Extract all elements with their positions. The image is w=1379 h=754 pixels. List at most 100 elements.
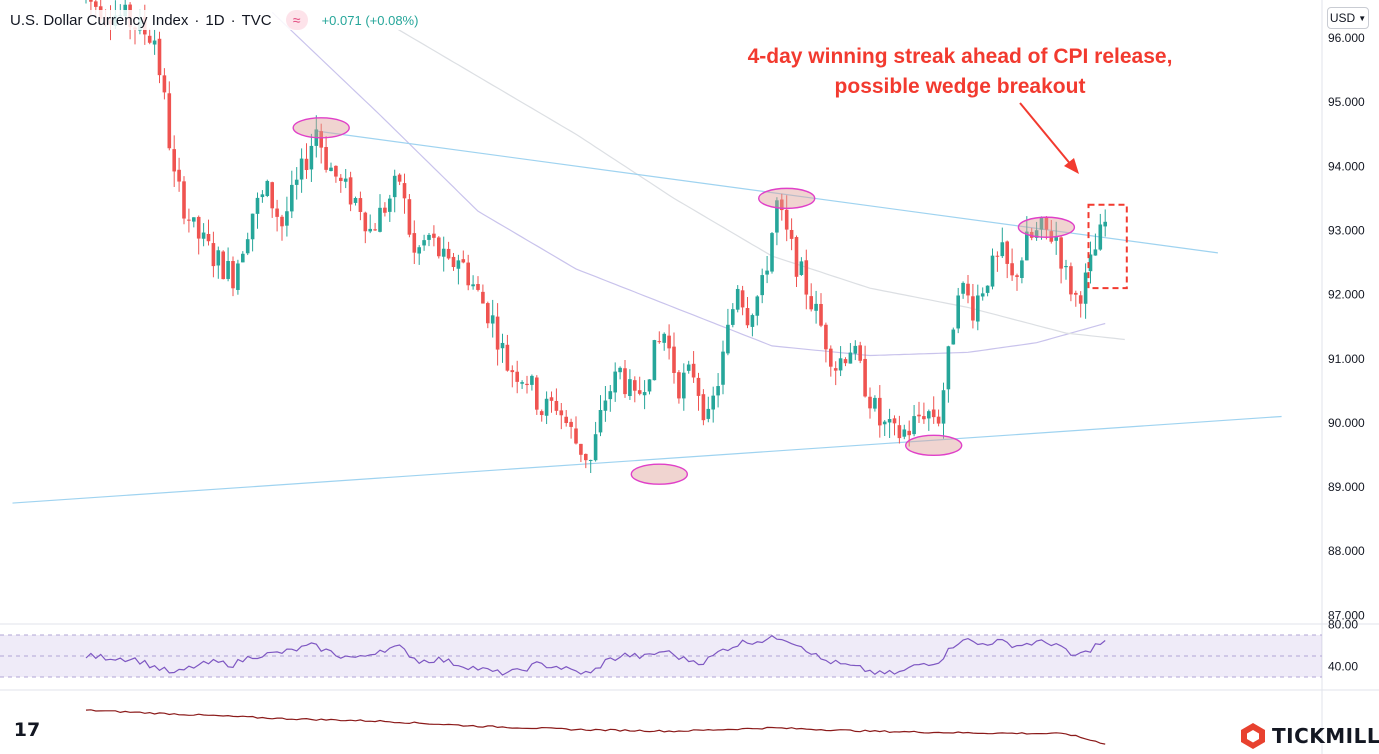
candle-body [1025, 231, 1029, 261]
price-tick-label: 93.000 [1328, 223, 1365, 237]
candle-body [922, 416, 926, 420]
symbol-name[interactable]: U.S. Dollar Currency Index [10, 11, 189, 29]
breakout-box [1087, 203, 1128, 290]
candle-body [652, 340, 657, 381]
candle-body [927, 411, 931, 419]
candle-body [662, 333, 666, 343]
candle-body [94, 1, 98, 7]
candle-body [216, 250, 221, 266]
interval-label[interactable]: 1D [205, 11, 225, 29]
candle-body [1029, 231, 1034, 238]
candle-body [417, 247, 421, 254]
candle-body [995, 255, 1000, 257]
candle-body [667, 335, 671, 349]
compare-wave-icon[interactable]: ≈ [285, 10, 308, 30]
candle-body [897, 425, 902, 439]
price-tick-label: 90.000 [1328, 416, 1365, 430]
candle-body [299, 158, 304, 180]
candle-body [912, 416, 916, 435]
price-tick-label: 87.000 [1328, 608, 1365, 622]
candle-body [490, 315, 495, 324]
symbol-header: U.S. Dollar Currency Index · 1D · TVC ≈ … [10, 10, 423, 30]
candle-body [1069, 266, 1073, 295]
candle-body [966, 283, 970, 296]
candle-body [402, 183, 407, 199]
price-axis[interactable]: 96.000 95.000 94.000 93.000 92.000 91.000 90.0… [1328, 31, 1365, 622]
candle-body [1000, 242, 1005, 257]
candle-body [755, 296, 760, 316]
candle-body [618, 367, 622, 373]
candle-body [353, 198, 358, 203]
candle-body [167, 93, 172, 149]
candle-body [172, 149, 176, 172]
candle-body [319, 131, 323, 148]
candle-body [437, 237, 441, 257]
tickmill-logo: TICKMILL [1240, 722, 1379, 750]
currency-select[interactable]: USD ▼ [1327, 7, 1369, 29]
candle-body [603, 400, 608, 411]
candle-body [873, 397, 877, 409]
candle-body [584, 453, 588, 461]
candle-body [309, 145, 314, 170]
candle-body [89, 0, 93, 2]
candle-body [613, 371, 617, 393]
candle-body [740, 290, 745, 308]
candle-body [495, 316, 500, 350]
candle-body [829, 348, 833, 367]
rsi-tick-label: 40.00 [1328, 660, 1358, 674]
candle-body [706, 408, 711, 419]
rsi-tick-label: 80.00 [1328, 618, 1358, 632]
brand-name: TICKMILL [1272, 724, 1379, 748]
candle-body [559, 410, 564, 416]
candle-body [422, 240, 426, 246]
candle-body [721, 351, 725, 385]
rsi-pane: 80.00 40.00 [0, 618, 1358, 678]
candle-body [750, 315, 755, 327]
tradingview-logo-icon[interactable]: 17 [13, 719, 41, 741]
candle-body [147, 35, 152, 43]
candle-body [868, 396, 872, 409]
candle-body [745, 308, 750, 326]
candle-body [794, 237, 799, 277]
candle-body [985, 285, 990, 293]
candle-body [1039, 217, 1044, 230]
candle-body [348, 177, 353, 205]
candle-body [1064, 266, 1068, 268]
candle-body [245, 239, 250, 254]
candle-body [397, 174, 402, 182]
candle-body [1074, 292, 1078, 295]
candle-body [451, 256, 456, 268]
candle-body [392, 175, 397, 198]
annotation-text: 4-day winning streak ahead of CPI releas… [690, 42, 1230, 102]
candle-body [1049, 231, 1054, 242]
candle-body [848, 352, 853, 364]
price-tick-label: 94.000 [1328, 159, 1365, 173]
candle-body [691, 363, 696, 378]
candle-body [290, 184, 294, 212]
candle-body [471, 284, 475, 287]
candle-body [182, 181, 186, 219]
price-tick-label: 95.000 [1328, 95, 1365, 109]
candle-body [917, 414, 921, 417]
candle-body [373, 229, 377, 231]
moving-average-line [379, 18, 1125, 341]
candle-body [878, 397, 882, 426]
candle-body [682, 372, 686, 399]
breakout-dashed-box [1087, 203, 1128, 290]
candle-body [882, 421, 887, 425]
candle-body [976, 295, 980, 322]
highlight-ellipse [905, 434, 963, 457]
candle-body [461, 259, 466, 263]
candle-body [554, 400, 559, 411]
candle-body [956, 295, 960, 329]
candle-body [633, 380, 637, 391]
candle-body [446, 248, 451, 259]
candle-body [549, 397, 554, 401]
trendlines[interactable] [12, 130, 1282, 504]
candle-body [731, 309, 735, 325]
candle-body [241, 253, 245, 263]
candle-body [833, 368, 838, 371]
candle-body [853, 345, 858, 354]
candle-body [696, 377, 701, 396]
